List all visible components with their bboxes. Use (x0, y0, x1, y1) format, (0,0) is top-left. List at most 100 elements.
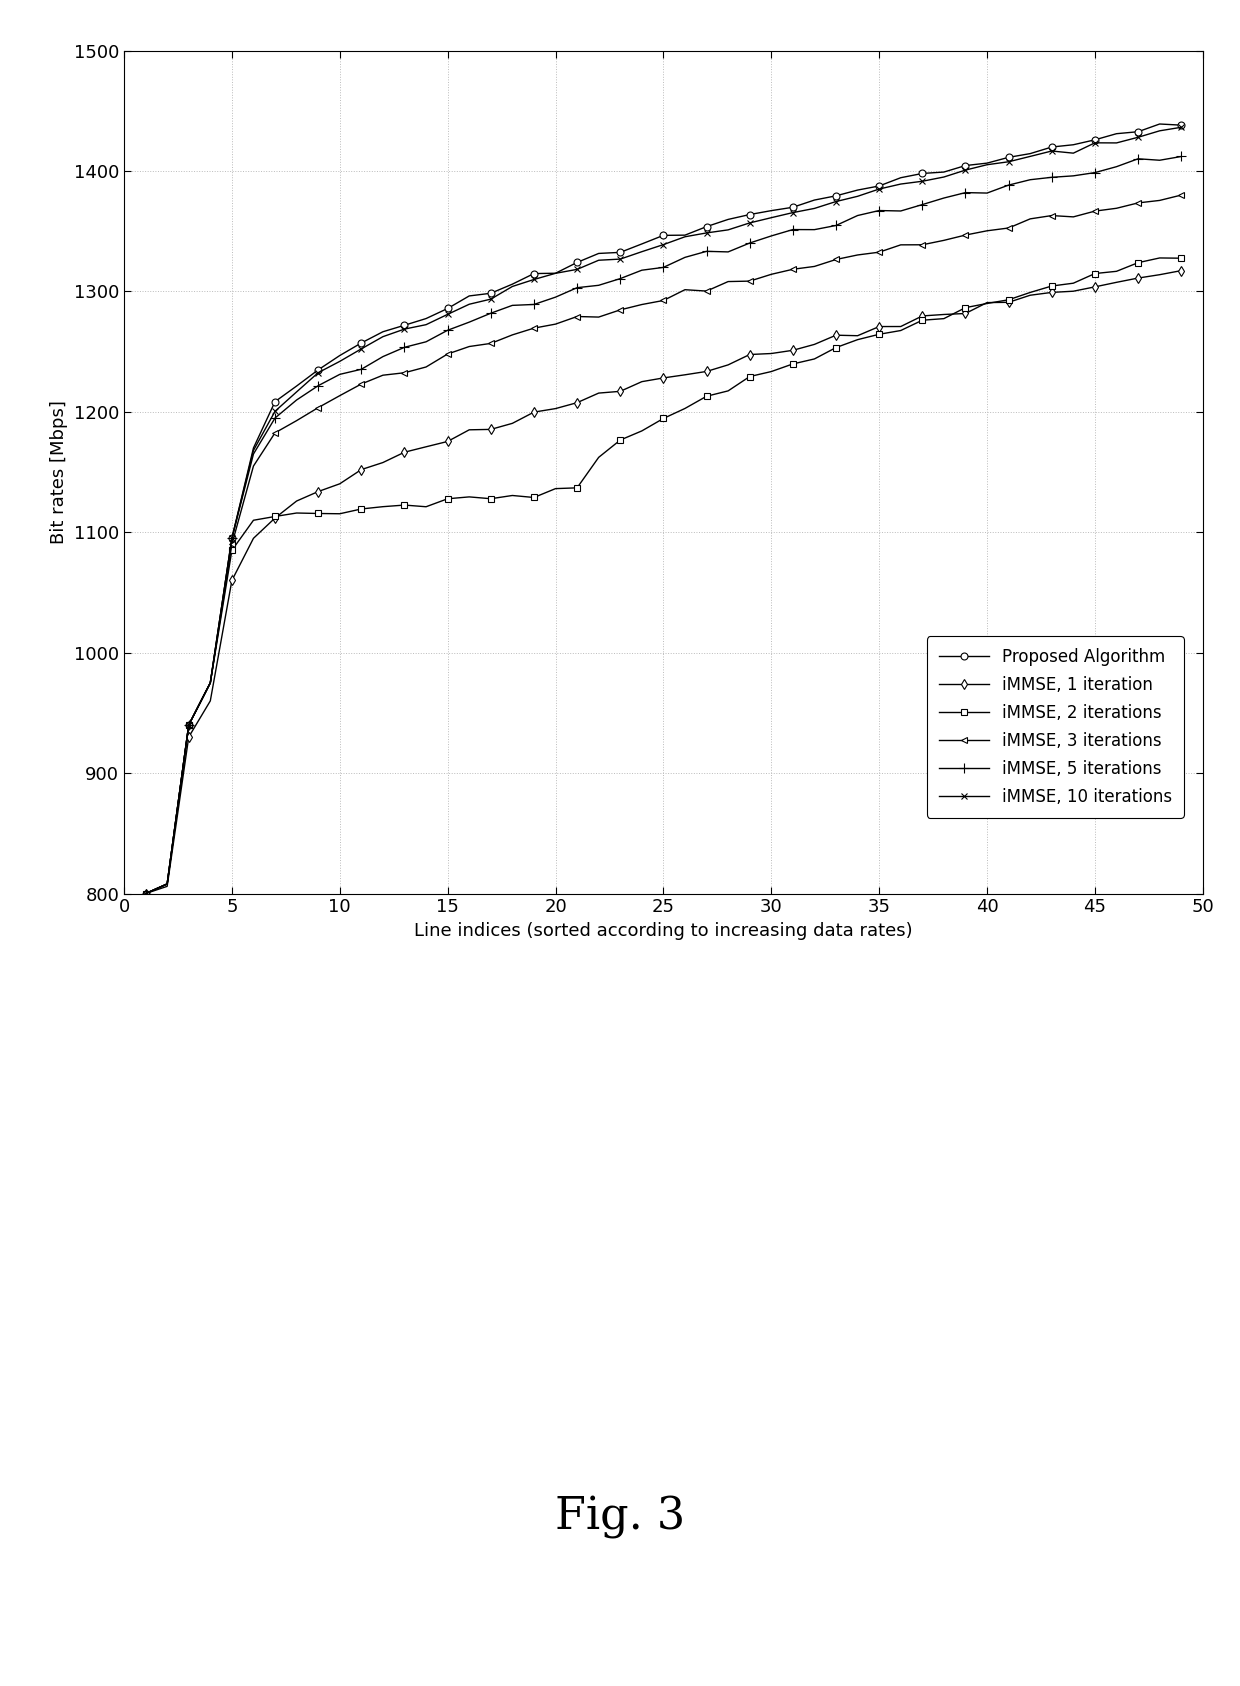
iMMSE, 10 iterations (720, 219, 735, 239)
Proposed Algorithm (440, 298, 455, 319)
iMMSE, 5 iterations (677, 248, 692, 268)
iMMSE, 3 iterations (1087, 201, 1102, 221)
iMMSE, 1 iteration (440, 432, 455, 452)
iMMSE, 3 iterations (851, 244, 866, 265)
iMMSE, 3 iterations (548, 314, 563, 334)
iMMSE, 10 iterations (1109, 133, 1123, 153)
iMMSE, 10 iterations (1001, 152, 1016, 172)
iMMSE, 10 iterations (440, 303, 455, 324)
Proposed Algorithm (828, 185, 843, 206)
iMMSE, 10 iterations (959, 160, 973, 180)
iMMSE, 5 iterations (1109, 157, 1123, 177)
Proposed Algorithm (851, 180, 866, 201)
iMMSE, 2 iterations (720, 381, 735, 401)
iMMSE, 5 iterations (376, 347, 391, 368)
iMMSE, 2 iterations (289, 502, 304, 523)
iMMSE, 10 iterations (613, 250, 627, 270)
iMMSE, 2 iterations (872, 324, 887, 344)
iMMSE, 3 iterations (915, 234, 930, 255)
iMMSE, 2 iterations (677, 398, 692, 418)
Line: iMMSE, 1 iteration: iMMSE, 1 iteration (143, 266, 1184, 897)
Proposed Algorithm (1087, 130, 1102, 150)
iMMSE, 1 iteration (785, 341, 800, 361)
Proposed Algorithm (743, 204, 758, 224)
iMMSE, 5 iterations (720, 241, 735, 261)
iMMSE, 5 iterations (1001, 175, 1016, 196)
iMMSE, 5 iterations (181, 715, 196, 735)
iMMSE, 3 iterations (699, 282, 714, 302)
iMMSE, 2 iterations (743, 366, 758, 386)
iMMSE, 5 iterations (289, 389, 304, 410)
iMMSE, 10 iterations (203, 673, 218, 693)
iMMSE, 1 iteration (893, 317, 908, 337)
iMMSE, 1 iteration (1131, 268, 1146, 288)
iMMSE, 1 iteration (1174, 261, 1189, 282)
Proposed Algorithm (1044, 137, 1059, 157)
Proposed Algorithm (397, 315, 412, 336)
iMMSE, 10 iterations (936, 167, 951, 187)
iMMSE, 3 iterations (743, 271, 758, 292)
iMMSE, 2 iterations (785, 354, 800, 374)
iMMSE, 10 iterations (1066, 143, 1081, 164)
iMMSE, 10 iterations (527, 270, 542, 290)
iMMSE, 3 iterations (289, 410, 304, 430)
iMMSE, 5 iterations (936, 187, 951, 207)
iMMSE, 5 iterations (419, 332, 434, 352)
iMMSE, 3 iterations (720, 271, 735, 292)
iMMSE, 10 iterations (980, 155, 994, 175)
Proposed Algorithm (311, 359, 326, 379)
iMMSE, 10 iterations (1023, 147, 1038, 167)
iMMSE, 5 iterations (548, 287, 563, 307)
iMMSE, 5 iterations (1066, 165, 1081, 185)
iMMSE, 2 iterations (376, 497, 391, 518)
iMMSE, 5 iterations (440, 320, 455, 341)
iMMSE, 1 iteration (505, 413, 520, 433)
Line: iMMSE, 10 iterations: iMMSE, 10 iterations (143, 123, 1184, 897)
iMMSE, 2 iterations (527, 487, 542, 507)
iMMSE, 2 iterations (311, 504, 326, 524)
iMMSE, 5 iterations (397, 337, 412, 357)
iMMSE, 2 iterations (353, 499, 368, 519)
iMMSE, 3 iterations (484, 334, 498, 354)
iMMSE, 10 iterations (828, 192, 843, 212)
iMMSE, 1 iteration (936, 305, 951, 325)
iMMSE, 1 iteration (289, 491, 304, 511)
iMMSE, 3 iterations (461, 337, 476, 357)
iMMSE, 10 iterations (505, 277, 520, 297)
iMMSE, 1 iteration (1066, 282, 1081, 302)
iMMSE, 10 iterations (181, 715, 196, 735)
iMMSE, 1 iteration (419, 437, 434, 457)
iMMSE, 10 iterations (1087, 133, 1102, 153)
Proposed Algorithm (656, 226, 671, 246)
iMMSE, 1 iteration (980, 292, 994, 312)
iMMSE, 1 iteration (635, 371, 650, 391)
iMMSE, 3 iterations (440, 344, 455, 364)
iMMSE, 3 iterations (1174, 185, 1189, 206)
iMMSE, 10 iterations (872, 179, 887, 199)
iMMSE, 1 iteration (591, 383, 606, 403)
iMMSE, 3 iterations (246, 455, 260, 475)
iMMSE, 3 iterations (311, 398, 326, 418)
Proposed Algorithm (699, 216, 714, 236)
iMMSE, 5 iterations (656, 258, 671, 278)
iMMSE, 2 iterations (203, 673, 218, 693)
iMMSE, 1 iteration (959, 303, 973, 324)
iMMSE, 3 iterations (569, 307, 584, 327)
iMMSE, 5 iterations (527, 295, 542, 315)
Proposed Algorithm (419, 309, 434, 329)
iMMSE, 5 iterations (203, 673, 218, 693)
iMMSE, 2 iterations (656, 408, 671, 428)
iMMSE, 1 iteration (160, 877, 175, 897)
Proposed Algorithm (677, 224, 692, 244)
iMMSE, 10 iterations (484, 288, 498, 309)
iMMSE, 3 iterations (807, 256, 822, 277)
iMMSE, 1 iteration (807, 334, 822, 354)
iMMSE, 5 iterations (980, 184, 994, 204)
Proposed Algorithm (785, 197, 800, 217)
iMMSE, 2 iterations (699, 386, 714, 406)
iMMSE, 5 iterations (699, 241, 714, 261)
iMMSE, 5 iterations (1131, 148, 1146, 169)
iMMSE, 1 iteration (1109, 271, 1123, 292)
iMMSE, 10 iterations (656, 234, 671, 255)
iMMSE, 3 iterations (1023, 209, 1038, 229)
